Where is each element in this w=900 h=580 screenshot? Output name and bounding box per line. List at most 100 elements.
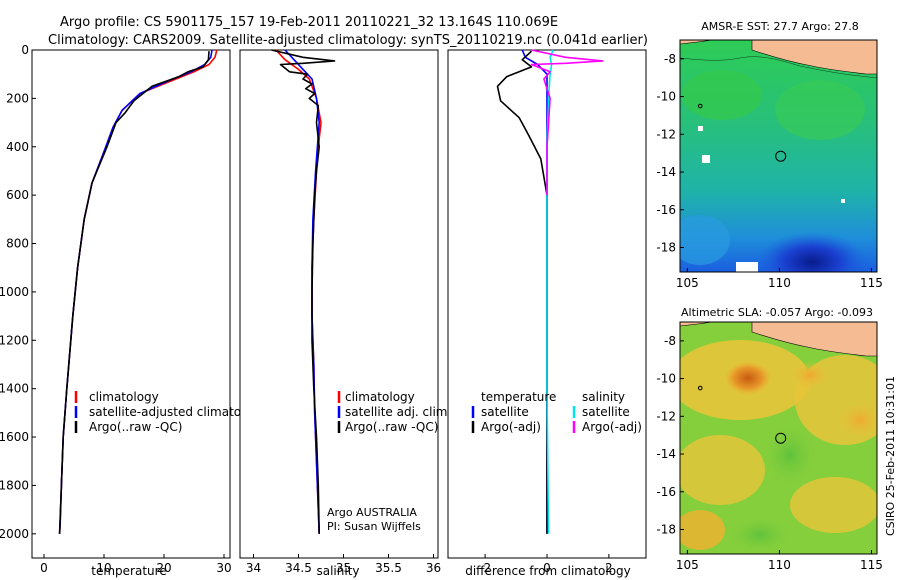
temperature-axes-frame [31, 49, 231, 559]
sla_map-location-dot [697, 385, 703, 391]
sst-warm-patch [775, 80, 865, 140]
sst_map-ytick-label: -8 [664, 52, 676, 66]
temperature-ytick-label: 2000 [0, 527, 29, 541]
sst-contour [680, 56, 877, 79]
temperature-panel: 0 200 400 600 800 1000 1200 1400 1600 1800 2000 0 1… [0, 43, 267, 578]
difference-legend-salinity-heading: salinity [582, 390, 625, 404]
temperature-legend: climatology satellite-adjusted climatolo… [74, 390, 267, 434]
salinity-panel: 34 34.5 35 35.5 36 climatology satellite adj… [239, 49, 451, 578]
sst-land-java [751, 40, 877, 75]
sst_map-ytick-label: -18 [656, 240, 676, 254]
sla-warm-spot [838, 402, 877, 438]
sst_map-location-dot [697, 103, 703, 109]
sla_map-ytick-label: -12 [656, 409, 676, 423]
sla-high-region [790, 477, 877, 533]
sst_map-xtick-label: 115 [860, 276, 883, 290]
temperature-ytick-label: 1400 [0, 382, 29, 396]
sla-map: -8 -10 -12 -14 -16 -18 105 110 115 [656, 321, 883, 572]
figure-title-line1: Argo profile: CS 5901175_157 19-Feb-2011… [60, 15, 558, 30]
figure-title-line2: Climatology: CARS2009. Satellite-adjuste… [48, 33, 648, 48]
temperature-ytick-label: 1800 [0, 478, 29, 492]
difference-legend-salinity-argo: Argo(-adj) [582, 420, 642, 434]
difference-legend: temperature satellite Argo(-adj) salinit… [471, 390, 642, 434]
sla-peak [723, 360, 773, 396]
sla-low-region [725, 515, 795, 554]
temperature-ytick-label: 1000 [0, 285, 29, 299]
sst-missing-data [736, 262, 758, 272]
temperature-xtick-label: 30 [216, 561, 231, 575]
temperature-ytick-label: 200 [6, 91, 29, 105]
salinity-annotation-line2: PI: Susan Wijffels [327, 520, 421, 533]
sst-map-title: AMSR-E SST: 27.7 Argo: 27.8 [701, 20, 859, 33]
temperature-xtick-label: 0 [40, 561, 48, 575]
sla-warm-spot [680, 510, 725, 550]
sst_map-ytick-label: -12 [656, 127, 676, 141]
sst-map: -8 -10 -12 -14 -16 -18 105 110 115 [656, 39, 883, 290]
difference-series-3 [530, 49, 604, 196]
sla_map-ytick-label: -8 [664, 334, 676, 348]
sst_map-ytick-label: -16 [656, 203, 676, 217]
sst_map-ytick-label: -14 [656, 165, 676, 179]
temperature-legend-climatology: climatology [89, 390, 159, 404]
difference-xtick-label: 2 [605, 561, 613, 575]
difference-xlabel: difference from climatology [465, 564, 631, 578]
temperature-ytick-label: 1200 [0, 333, 29, 347]
salinity-legend-satellite: satellite adj. clim. [345, 405, 451, 419]
temperature-xtick-label: 10 [96, 561, 111, 575]
salinity-legend: climatology satellite adj. clim. Argo(..… [337, 390, 451, 434]
temperature-xtick-label: 20 [156, 561, 171, 575]
side-timestamp: CSIRO 25-Feb-2011 10:31:01 [884, 376, 897, 536]
sst-cold-pool [757, 232, 867, 272]
temperature-legend-satellite: satellite-adjusted climatology [89, 405, 267, 419]
salinity-xtick-label: 36 [426, 561, 441, 575]
sla_map-profile-marker [775, 432, 787, 444]
salinity-series-2 [271, 49, 336, 534]
difference-panel: -2 0 2 temperature satellite Argo(-adj) sa… [447, 49, 647, 578]
salinity-legend-argo: Argo(..raw -QC) [345, 420, 438, 434]
difference-legend-temperature-heading: temperature [481, 390, 556, 404]
sst_map-profile-marker [775, 150, 787, 162]
sst-missing-data [702, 155, 710, 163]
temperature-legend-argo: Argo(..raw -QC) [89, 420, 182, 434]
temperature-ytick-label: 1600 [0, 430, 29, 444]
salinity-xtick-label: 34 [246, 561, 261, 575]
difference-xtick-label: -2 [479, 561, 491, 575]
sla_map-ytick-label: -14 [656, 447, 676, 461]
temperature-ytick-label: 0 [21, 43, 29, 57]
sla_map-xtick-label: 105 [676, 558, 699, 572]
sst_map-xtick-label: 110 [768, 276, 791, 290]
sst-warm-patch [682, 70, 762, 120]
temperature-series-2 [58, 51, 210, 534]
salinity-xlabel: salinity [316, 564, 359, 578]
difference-series-2 [546, 49, 554, 534]
sla-warm-spot [790, 361, 830, 389]
sst_map-xtick-label: 105 [676, 276, 699, 290]
difference-xtick-label: 0 [543, 561, 551, 575]
sla-low-region [760, 420, 820, 490]
sst-map-frame [679, 39, 878, 273]
salinity-xtick-label: 35 [336, 561, 351, 575]
difference-legend-temperature-argo: Argo(-adj) [481, 420, 541, 434]
sst-missing-data [841, 199, 845, 203]
salinity-legend-climatology: climatology [345, 390, 415, 404]
sla_map-ytick-label: -10 [656, 372, 676, 386]
temperature-ytick-label: 600 [6, 188, 29, 202]
sla-map-title: Altimetric SLA: -0.057 Argo: -0.093 [681, 306, 873, 319]
temperature-xlabel: temperature [91, 564, 166, 578]
sla-land-java [751, 322, 877, 357]
sla_map-xtick-label: 115 [860, 558, 883, 572]
temperature-ytick-label: 400 [6, 140, 29, 154]
salinity-axes-frame [239, 49, 439, 559]
sst-missing-data [698, 126, 703, 131]
sla_map-ytick-label: -18 [656, 522, 676, 536]
sst_map-ytick-label: -10 [656, 90, 676, 104]
sla_map-xtick-label: 110 [768, 558, 791, 572]
sla-map-frame [679, 321, 878, 555]
difference-legend-temperature-satellite: satellite [481, 405, 529, 419]
temperature-ytick-label: 800 [6, 237, 29, 251]
difference-legend-salinity-satellite: satellite [582, 405, 630, 419]
salinity-annotation-line1: Argo AUSTRALIA [327, 506, 417, 519]
salinity-xtick-label: 35.5 [375, 561, 402, 575]
salinity-xtick-label: 34.5 [285, 561, 312, 575]
